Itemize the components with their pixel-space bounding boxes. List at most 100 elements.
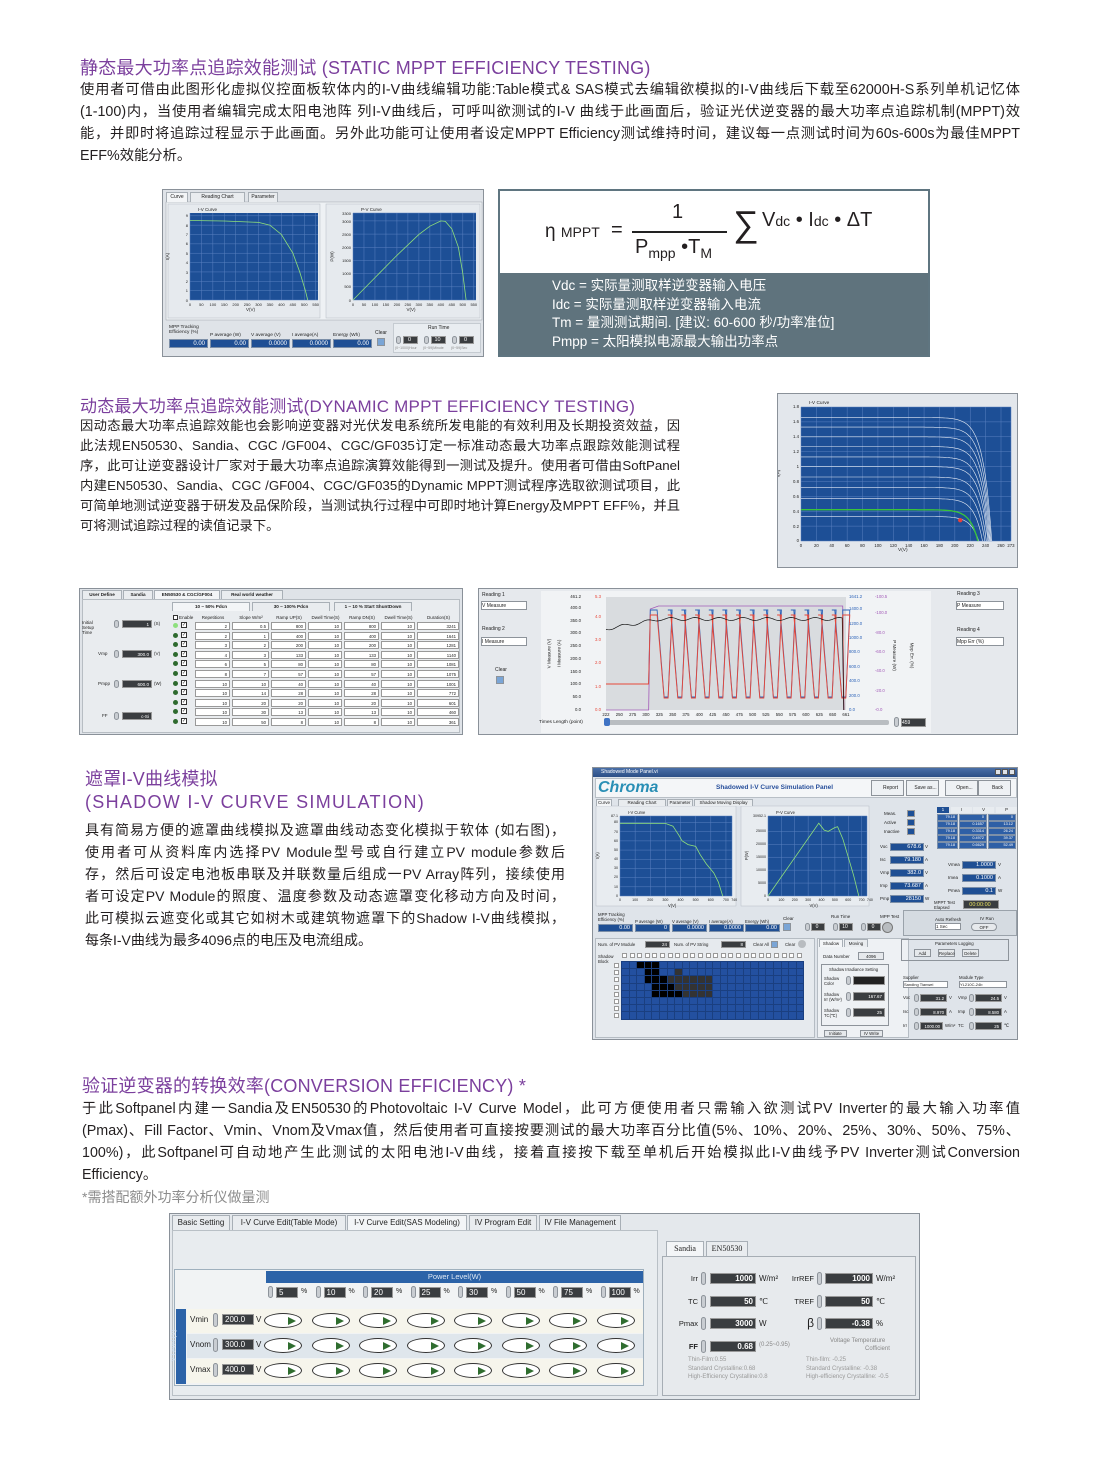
- generate-curve-button[interactable]: [549, 1338, 587, 1353]
- pv-module-cell[interactable]: [666, 960, 676, 970]
- spinner-arrows-icon[interactable]: [817, 1294, 822, 1308]
- spinner-arrows-icon[interactable]: [452, 336, 457, 344]
- spinner-arrows-icon[interactable]: [600, 1286, 606, 1298]
- table-cell[interactable]: 8: [271, 718, 306, 726]
- table-cell[interactable]: 10: [308, 660, 342, 669]
- pv-module-cell[interactable]: [742, 975, 752, 984]
- save-as-button[interactable]: Save as...: [906, 780, 939, 796]
- pv-module-cell[interactable]: [765, 960, 774, 970]
- pv-module-cell[interactable]: [750, 1004, 759, 1013]
- tab[interactable]: Parameter: [667, 799, 693, 806]
- spinner-arrows-icon[interactable]: [969, 994, 974, 1002]
- row-enable-checkbox[interactable]: ✓: [181, 718, 187, 724]
- pv-module-cell[interactable]: [643, 975, 653, 984]
- pv-module-cell[interactable]: [621, 1011, 630, 1020]
- generate-curve-button[interactable]: [264, 1313, 302, 1328]
- generate-curve-button[interactable]: [454, 1363, 492, 1378]
- table-cell[interactable]: 8: [195, 670, 230, 678]
- pv-module-cell[interactable]: [651, 989, 660, 999]
- param-value[interactable]: 300.0: [122, 650, 152, 658]
- row-enable-checkbox[interactable]: ✓: [181, 670, 187, 676]
- pv-module-cell[interactable]: [735, 989, 744, 999]
- table-cell[interactable]: 10: [308, 631, 342, 640]
- pv-module-cell[interactable]: [750, 989, 759, 999]
- mpp-test-button[interactable]: [882, 922, 893, 933]
- table-cell[interactable]: 10: [381, 679, 415, 688]
- model-param-value[interactable]: 1000: [710, 1273, 756, 1284]
- tab-1[interactable]: I-V Curve Edit(Table Mode): [232, 1215, 346, 1230]
- spinner-arrows-icon[interactable]: [969, 1022, 974, 1030]
- table-cell[interactable]: 10: [381, 622, 415, 630]
- table-cell[interactable]: 10: [381, 708, 415, 717]
- table-cell[interactable]: 5: [232, 660, 269, 669]
- run-time-value[interactable]: 0: [811, 923, 825, 931]
- pv-module-cell[interactable]: [712, 960, 721, 970]
- pv-module-cell[interactable]: [727, 1011, 736, 1020]
- model-param-value[interactable]: 50: [710, 1295, 756, 1307]
- pv-module-cell[interactable]: [651, 996, 660, 1006]
- table-cell[interactable]: 28: [344, 689, 379, 698]
- column-toggle[interactable]: [736, 953, 741, 958]
- spinner-arrows-icon[interactable]: [553, 1286, 558, 1298]
- table-cell[interactable]: 10: [308, 670, 342, 678]
- row-enable-checkbox[interactable]: ✓: [181, 641, 187, 648]
- table-cell[interactable]: 1075: [417, 670, 459, 678]
- data-number-select[interactable]: 4096: [858, 952, 884, 960]
- pv-module-cell[interactable]: [795, 1011, 805, 1020]
- spinner-arrows-icon[interactable]: [268, 1286, 273, 1298]
- run-time-value[interactable]: 10: [431, 336, 446, 344]
- pv-module-cell[interactable]: [773, 975, 782, 984]
- clear-button[interactable]: [496, 676, 504, 684]
- pv-module-cell[interactable]: [712, 1011, 721, 1020]
- column-toggle[interactable]: [652, 953, 658, 958]
- reading-4-select[interactable]: Mpp Err (%): [956, 637, 1004, 646]
- row-toggle[interactable]: [614, 970, 619, 976]
- row-toggle[interactable]: [614, 977, 619, 983]
- pv-module-cell[interactable]: [659, 982, 668, 991]
- pv-module-cell[interactable]: [666, 968, 676, 977]
- pv-module-cell[interactable]: [689, 968, 698, 977]
- pv-module-cell[interactable]: [742, 982, 752, 991]
- row-toggle[interactable]: [614, 1013, 619, 1019]
- power-level-value[interactable]: 50: [513, 1287, 536, 1298]
- pv-module-cell[interactable]: [674, 968, 683, 977]
- run-time-value[interactable]: 0: [459, 336, 474, 344]
- tab[interactable]: Curve: [596, 799, 612, 806]
- column-toggle[interactable]: [629, 953, 635, 958]
- pv-module-cell[interactable]: [621, 982, 630, 991]
- initiate-button[interactable]: Initiate: [824, 1030, 847, 1037]
- table-cell[interactable]: 3: [195, 641, 230, 650]
- spinner-arrows-icon[interactable]: [701, 1339, 706, 1353]
- maximize-window-button[interactable]: [1002, 769, 1008, 775]
- pv-module-cell[interactable]: [765, 968, 774, 977]
- pv-module-cell[interactable]: [765, 975, 774, 984]
- pv-module-cell[interactable]: [727, 996, 736, 1006]
- tab-0[interactable]: Basic Setting: [172, 1215, 230, 1230]
- tab-reading-chart[interactable]: Reading Chart: [190, 192, 245, 202]
- pv-module-cell[interactable]: [727, 982, 736, 991]
- table-cell[interactable]: 10: [381, 641, 415, 650]
- pv-module-cell[interactable]: [727, 960, 736, 970]
- spinner-arrows-icon[interactable]: [213, 1338, 218, 1352]
- column-toggle[interactable]: [698, 953, 703, 958]
- pv-module-cell[interactable]: [765, 996, 774, 1006]
- table-cell[interactable]: 1081: [417, 660, 459, 669]
- pv-module-cell[interactable]: [795, 968, 805, 977]
- tab-outer[interactable]: EN50530 & CGC/GF004: [154, 590, 220, 599]
- table-cell[interactable]: 10: [381, 689, 415, 698]
- row-toggle[interactable]: [614, 999, 619, 1004]
- pv-module-cell[interactable]: [788, 989, 797, 999]
- column-toggle[interactable]: [667, 953, 673, 958]
- table-cell[interactable]: 3241: [417, 622, 459, 630]
- pv-module-cell[interactable]: [742, 1004, 752, 1013]
- pv-module-cell[interactable]: [719, 1004, 729, 1013]
- pv-module-cell[interactable]: [757, 996, 767, 1006]
- pv-module-cell[interactable]: [621, 968, 630, 977]
- row-enable-checkbox[interactable]: ✓: [181, 679, 187, 686]
- model-param-value[interactable]: 50: [825, 1295, 873, 1307]
- row-toggle[interactable]: [614, 963, 619, 968]
- pv-module-cell[interactable]: [712, 989, 721, 999]
- pv-module-cell[interactable]: [674, 975, 683, 984]
- pv-module-cell[interactable]: [795, 989, 805, 999]
- pv-module-cell[interactable]: [643, 996, 653, 1006]
